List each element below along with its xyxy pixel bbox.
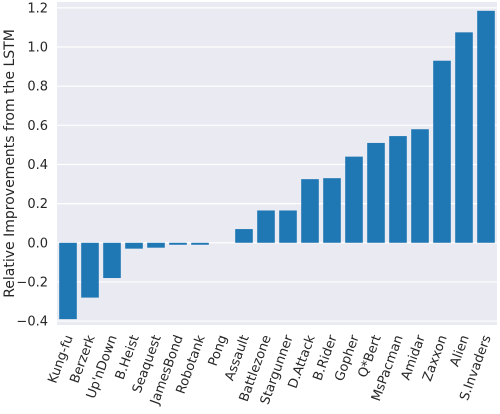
bar-d-attack [301, 179, 319, 243]
bar-zaxxon [433, 60, 451, 243]
y-tick-label: 0.8 [27, 80, 48, 95]
bar-robotank [191, 242, 209, 245]
bar-q-bert [367, 142, 385, 243]
y-tick-label: 1.2 [27, 1, 48, 16]
bar-stargunner [279, 210, 297, 243]
bar-amidar [411, 129, 429, 243]
bar-seaquest [147, 242, 165, 248]
y-tick-label: 0.6 [27, 119, 48, 134]
bars [59, 10, 495, 320]
bar-assault [235, 229, 253, 243]
bar-kung-fu [59, 242, 77, 320]
bar-jamesbond [169, 242, 187, 245]
y-tick-label: 0.4 [27, 158, 48, 173]
y-axis-ticks: −0.4 −0.2 0.0 0.2 0.4 0.6 0.8 1.0 1.2 [16, 1, 48, 329]
bar-b-heist [125, 242, 143, 249]
y-tick-label: 0.2 [27, 197, 48, 212]
bar-battlezone [257, 210, 275, 243]
y-tick-label: 1.0 [27, 41, 48, 56]
bar-gopher [345, 156, 363, 243]
x-axis-ticks: Kung-fuBerzerkUp'nDownB.HeistSeaquestJam… [46, 333, 495, 408]
bar-berzerk [81, 242, 99, 298]
bar-b-rider [323, 178, 341, 243]
y-axis-label: Relative Improvements from the LSTM [2, 29, 18, 298]
y-tick-label: 0.0 [27, 236, 48, 251]
plot-background [57, 2, 497, 325]
bar-up-ndown [103, 242, 121, 279]
bar-alien [455, 32, 473, 243]
bar-s-invaders [477, 10, 495, 243]
y-tick-label: −0.4 [16, 315, 48, 330]
bar-mspacman [389, 136, 407, 243]
y-tick-label: −0.2 [16, 275, 48, 290]
